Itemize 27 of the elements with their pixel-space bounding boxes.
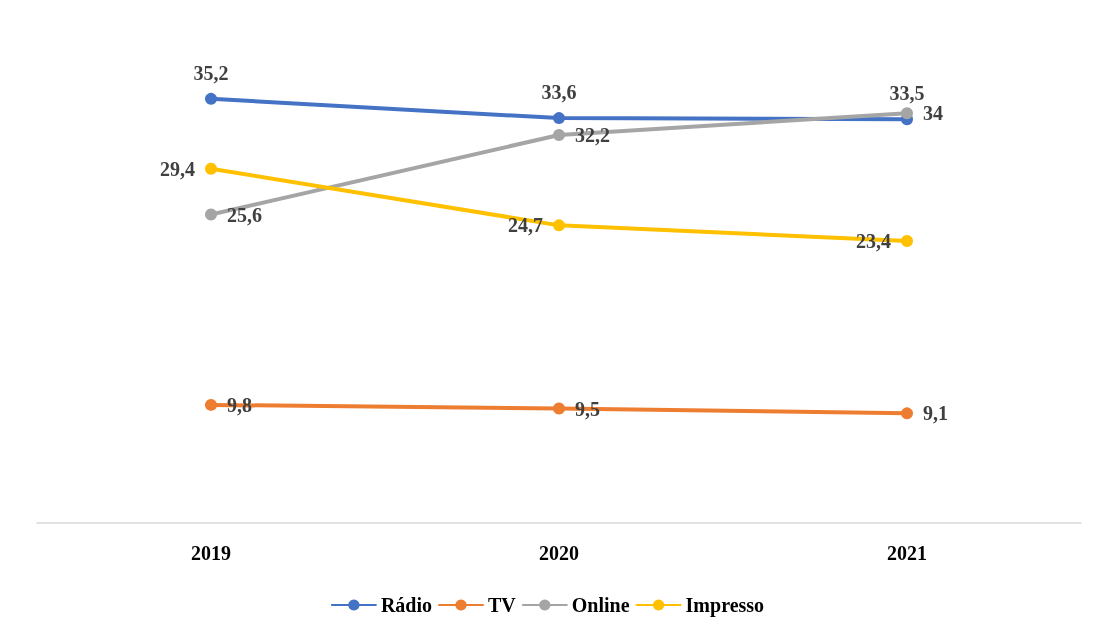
x-tick-label: 2019 <box>191 542 231 564</box>
data-label: 25,6 <box>227 203 262 226</box>
point <box>205 398 217 411</box>
point <box>901 235 913 248</box>
legend-label: Impresso <box>685 594 765 617</box>
data-label: 32,2 <box>575 123 610 146</box>
point <box>553 128 565 141</box>
point <box>553 219 565 232</box>
legend-label: Online <box>571 594 630 616</box>
point <box>901 107 913 120</box>
data-label: 33,5 <box>889 82 925 105</box>
legend-label: TV <box>488 594 517 616</box>
x-tick-label: 2020 <box>539 542 579 564</box>
data-label: 24,7 <box>508 214 543 237</box>
point <box>553 402 565 415</box>
point <box>205 208 217 221</box>
data-label: 29,4 <box>160 157 195 180</box>
legend-label: Rádio <box>380 594 433 616</box>
data-label: 33,6 <box>541 81 577 104</box>
point <box>553 112 565 125</box>
point <box>901 407 913 420</box>
data-label: 34 <box>923 102 943 125</box>
x-tick-label: 2021 <box>887 542 927 564</box>
point <box>205 92 217 105</box>
data-label: 9,1 <box>923 402 948 425</box>
data-label: 35,2 <box>193 61 229 84</box>
point <box>205 162 217 175</box>
